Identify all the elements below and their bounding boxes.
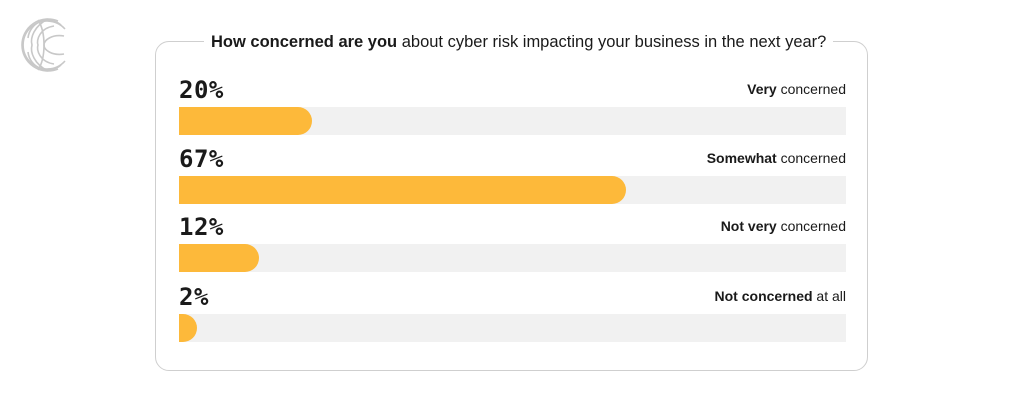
bar-fill: [179, 107, 313, 135]
chart-title-bold: How concerned are you: [211, 33, 398, 51]
value-label: 2%: [179, 283, 209, 311]
brand-logo-icon: [21, 18, 66, 72]
value-label: 12%: [179, 213, 224, 241]
value-label: 20%: [179, 76, 224, 104]
bar-track: [179, 107, 846, 135]
chart-title-rest: about cyber risk impacting your business…: [397, 33, 827, 51]
bar-track: [179, 244, 846, 272]
category-label: Very concerned: [747, 81, 846, 97]
bar-fill: [179, 176, 626, 204]
bar-track: [179, 176, 846, 204]
category-label: Not concerned at all: [714, 288, 846, 304]
bar-track: [179, 314, 846, 342]
bar-row-not-very-concerned: 12% Not very concerned: [179, 213, 846, 273]
bar-row-very-concerned: 20% Very concerned: [179, 76, 846, 136]
category-label: Not very concerned: [720, 218, 846, 234]
category-label: Somewhat concerned: [706, 150, 846, 166]
bar-fill: [179, 244, 260, 272]
value-label: 67%: [179, 145, 224, 173]
bar-row-somewhat-concerned: 67% Somewhat concerned: [179, 145, 846, 205]
bar-fill: [179, 314, 197, 342]
bar-row-not-concerned-at-all: 2% Not concerned at all: [179, 283, 846, 343]
chart-title: How concerned are you about cyber risk i…: [204, 32, 834, 52]
